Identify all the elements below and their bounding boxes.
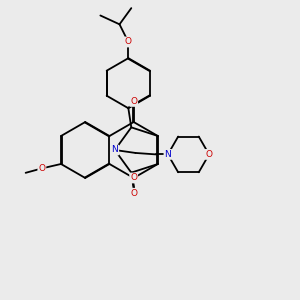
Text: O: O: [131, 189, 138, 198]
Text: O: O: [38, 164, 45, 173]
Text: O: O: [125, 38, 132, 46]
Text: N: N: [112, 146, 118, 154]
Text: O: O: [130, 173, 137, 182]
Text: O: O: [206, 150, 213, 159]
Text: N: N: [164, 150, 171, 159]
Text: O: O: [130, 97, 137, 106]
